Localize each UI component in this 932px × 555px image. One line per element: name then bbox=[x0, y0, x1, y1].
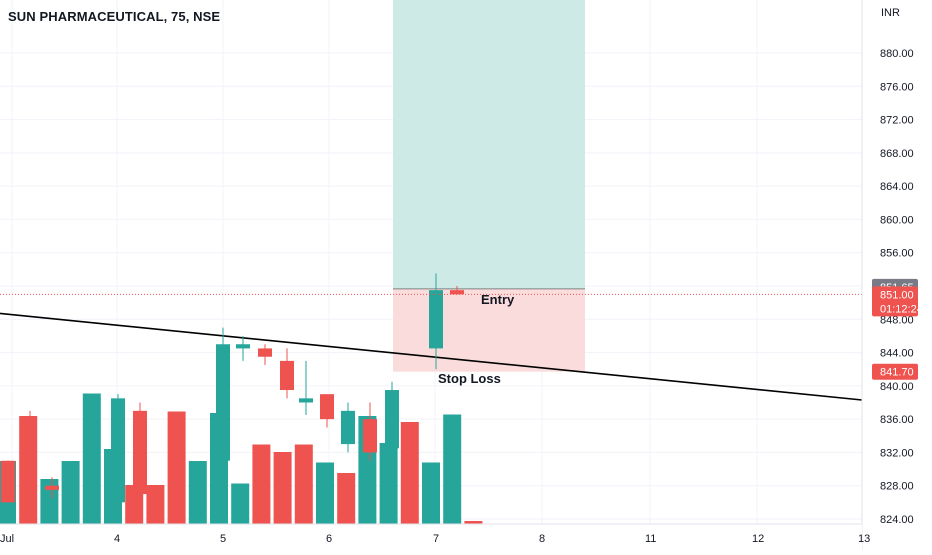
stop-loss-label: Stop Loss bbox=[438, 371, 501, 386]
price-tick-label: 868.00 bbox=[880, 148, 914, 160]
stop-price-badge bbox=[872, 363, 918, 380]
volume-bar bbox=[379, 443, 398, 524]
volume-bar bbox=[231, 483, 250, 524]
volume-bar bbox=[252, 444, 271, 524]
candle-body[interactable] bbox=[216, 344, 230, 461]
last-price-value: 851.00 bbox=[880, 289, 914, 301]
volume-bar bbox=[61, 461, 80, 524]
price-tick-label: 880.00 bbox=[880, 48, 914, 60]
target-zone[interactable] bbox=[393, 0, 585, 289]
time-tick-label: 8 bbox=[539, 533, 545, 545]
time-tick-label: 7 bbox=[433, 533, 439, 545]
volume-bar bbox=[273, 452, 292, 524]
volume-bar bbox=[400, 422, 419, 524]
volume-bar bbox=[464, 521, 483, 524]
candle-body[interactable] bbox=[280, 360, 294, 391]
volume-bar bbox=[422, 462, 440, 524]
candle-body[interactable] bbox=[450, 290, 464, 295]
volume-bar bbox=[188, 461, 207, 524]
time-tick-label: 13 bbox=[858, 533, 870, 545]
candle-body[interactable] bbox=[363, 419, 377, 453]
price-tick-label: 848.00 bbox=[880, 314, 914, 326]
candle-body[interactable] bbox=[236, 344, 250, 349]
entry-label: Entry bbox=[481, 292, 515, 307]
symbol-title: SUN PHARMACEUTICAL, 75, NSE bbox=[8, 9, 221, 24]
candle-body[interactable] bbox=[299, 398, 313, 403]
price-tick-label: 840.00 bbox=[880, 381, 914, 393]
bar-countdown: 01:12:24 bbox=[880, 303, 923, 315]
price-tick-label: 864.00 bbox=[880, 181, 914, 193]
candle-body[interactable] bbox=[258, 348, 272, 357]
time-tick-label: 4 bbox=[114, 533, 120, 545]
price-tick-label: 832.00 bbox=[880, 447, 914, 459]
price-tick-label: 872.00 bbox=[880, 115, 914, 127]
stop-loss-zone[interactable] bbox=[393, 288, 585, 372]
volume-bar bbox=[167, 411, 186, 524]
volume-bar bbox=[146, 485, 165, 524]
stop-price-value: 841.70 bbox=[880, 367, 914, 379]
price-tick-label: 856.00 bbox=[880, 248, 914, 260]
candle-body[interactable] bbox=[133, 410, 147, 495]
price-axis-panel[interactable] bbox=[862, 0, 932, 550]
volume-bar bbox=[294, 444, 313, 524]
time-tick-label: 11 bbox=[645, 533, 656, 545]
volume-bar bbox=[316, 462, 334, 524]
trendline[interactable] bbox=[0, 312, 863, 401]
price-tick-label: 876.00 bbox=[880, 81, 914, 93]
time-tick-label: 6 bbox=[326, 533, 332, 545]
volume-bar bbox=[443, 414, 462, 524]
price-tick-label: 836.00 bbox=[880, 414, 914, 426]
currency-label: INR bbox=[881, 7, 900, 19]
last-price-badge bbox=[872, 286, 918, 317]
time-tick-label: 12 bbox=[752, 533, 764, 545]
price-tick-label: 860.00 bbox=[880, 214, 914, 226]
volume-bar bbox=[82, 393, 101, 524]
candle-body[interactable] bbox=[385, 390, 399, 449]
time-axis-panel[interactable] bbox=[0, 524, 862, 550]
time-tick-label: Jul bbox=[0, 533, 14, 545]
price-tick-label: 828.00 bbox=[880, 481, 914, 493]
candle-body[interactable] bbox=[111, 398, 125, 503]
volume-bar bbox=[125, 485, 144, 524]
candle-body[interactable] bbox=[23, 419, 37, 478]
candle-body[interactable] bbox=[320, 394, 334, 420]
volume-bar bbox=[40, 479, 59, 524]
price-tick-label: 824.00 bbox=[880, 514, 914, 526]
volume-bar bbox=[337, 473, 356, 524]
time-tick-label: 5 bbox=[220, 533, 226, 545]
candle-body[interactable] bbox=[45, 485, 59, 490]
candle-body[interactable] bbox=[1, 460, 15, 503]
candle-body[interactable] bbox=[429, 290, 443, 349]
price-tick-label: 844.00 bbox=[880, 348, 914, 360]
candle-body[interactable] bbox=[341, 410, 355, 445]
